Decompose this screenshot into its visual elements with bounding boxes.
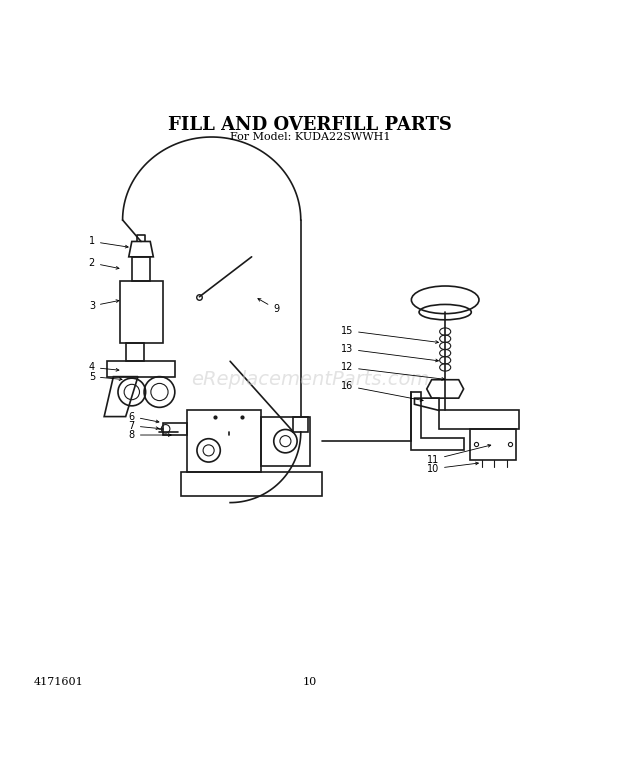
Text: 10: 10 [427, 462, 479, 474]
Text: 7: 7 [128, 421, 159, 430]
Text: 1: 1 [89, 237, 128, 248]
Text: FILL AND OVERFILL PARTS: FILL AND OVERFILL PARTS [168, 116, 452, 134]
Text: 6: 6 [129, 412, 159, 423]
Text: 5: 5 [89, 372, 122, 382]
Text: 4171601: 4171601 [33, 677, 83, 687]
Text: 11: 11 [427, 445, 491, 465]
Text: eReplacementParts.com: eReplacementParts.com [191, 370, 429, 389]
Text: 12: 12 [341, 362, 445, 380]
Text: 16: 16 [341, 381, 423, 401]
Text: 3: 3 [89, 299, 119, 311]
Text: 4: 4 [89, 362, 119, 372]
Text: 10: 10 [303, 677, 317, 687]
Text: 15: 15 [341, 325, 438, 343]
Text: 2: 2 [89, 258, 119, 269]
Text: 9: 9 [258, 299, 279, 314]
Text: 8: 8 [129, 430, 171, 440]
Text: 13: 13 [341, 344, 438, 362]
Text: For Model: KUDA22SWWH1: For Model: KUDA22SWWH1 [230, 132, 390, 142]
